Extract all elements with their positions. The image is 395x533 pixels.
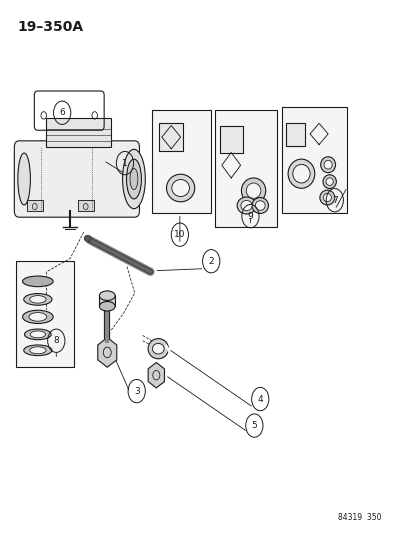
Bar [282, 108, 346, 214]
Bar [100, 295, 115, 306]
Ellipse shape [18, 153, 30, 205]
Ellipse shape [167, 174, 195, 202]
Ellipse shape [152, 343, 164, 354]
Ellipse shape [326, 178, 333, 185]
Text: 3: 3 [134, 386, 139, 395]
Ellipse shape [148, 338, 169, 359]
Bar [27, 200, 43, 211]
Text: 4: 4 [258, 394, 263, 403]
Bar [152, 110, 211, 214]
Ellipse shape [24, 329, 51, 340]
Bar [220, 126, 243, 152]
Ellipse shape [29, 312, 47, 321]
Text: 19–350A: 19–350A [17, 20, 83, 34]
Ellipse shape [255, 201, 265, 211]
Ellipse shape [84, 235, 91, 241]
Ellipse shape [320, 190, 335, 205]
FancyBboxPatch shape [14, 141, 139, 217]
Ellipse shape [126, 159, 141, 199]
Ellipse shape [241, 178, 266, 204]
Ellipse shape [323, 175, 337, 189]
Bar [160, 123, 183, 151]
Ellipse shape [172, 180, 190, 197]
Ellipse shape [293, 165, 310, 183]
Bar [47, 118, 111, 147]
Ellipse shape [23, 276, 53, 287]
Ellipse shape [241, 200, 252, 211]
Ellipse shape [24, 294, 52, 305]
Ellipse shape [30, 347, 46, 354]
Ellipse shape [100, 291, 115, 301]
Bar [286, 123, 305, 146]
Ellipse shape [324, 160, 332, 169]
Ellipse shape [23, 310, 53, 324]
Ellipse shape [252, 198, 269, 214]
Ellipse shape [24, 345, 52, 356]
Ellipse shape [288, 159, 315, 188]
Ellipse shape [30, 331, 45, 338]
Text: 7: 7 [332, 196, 338, 205]
Text: 6: 6 [59, 108, 65, 117]
Text: 8: 8 [53, 336, 59, 345]
Ellipse shape [246, 183, 261, 198]
Ellipse shape [321, 157, 336, 173]
Ellipse shape [100, 302, 115, 311]
Text: 1: 1 [122, 159, 128, 167]
Bar [78, 200, 94, 211]
Text: 2: 2 [209, 257, 214, 265]
Text: 84319  350: 84319 350 [339, 513, 382, 522]
Bar [215, 110, 277, 227]
Ellipse shape [130, 168, 138, 190]
Text: 9: 9 [248, 212, 253, 221]
Ellipse shape [30, 296, 46, 303]
Text: 10: 10 [174, 230, 186, 239]
Bar [16, 261, 74, 367]
Ellipse shape [237, 197, 256, 214]
Ellipse shape [323, 193, 331, 201]
Ellipse shape [122, 149, 145, 209]
Text: 5: 5 [252, 421, 257, 430]
